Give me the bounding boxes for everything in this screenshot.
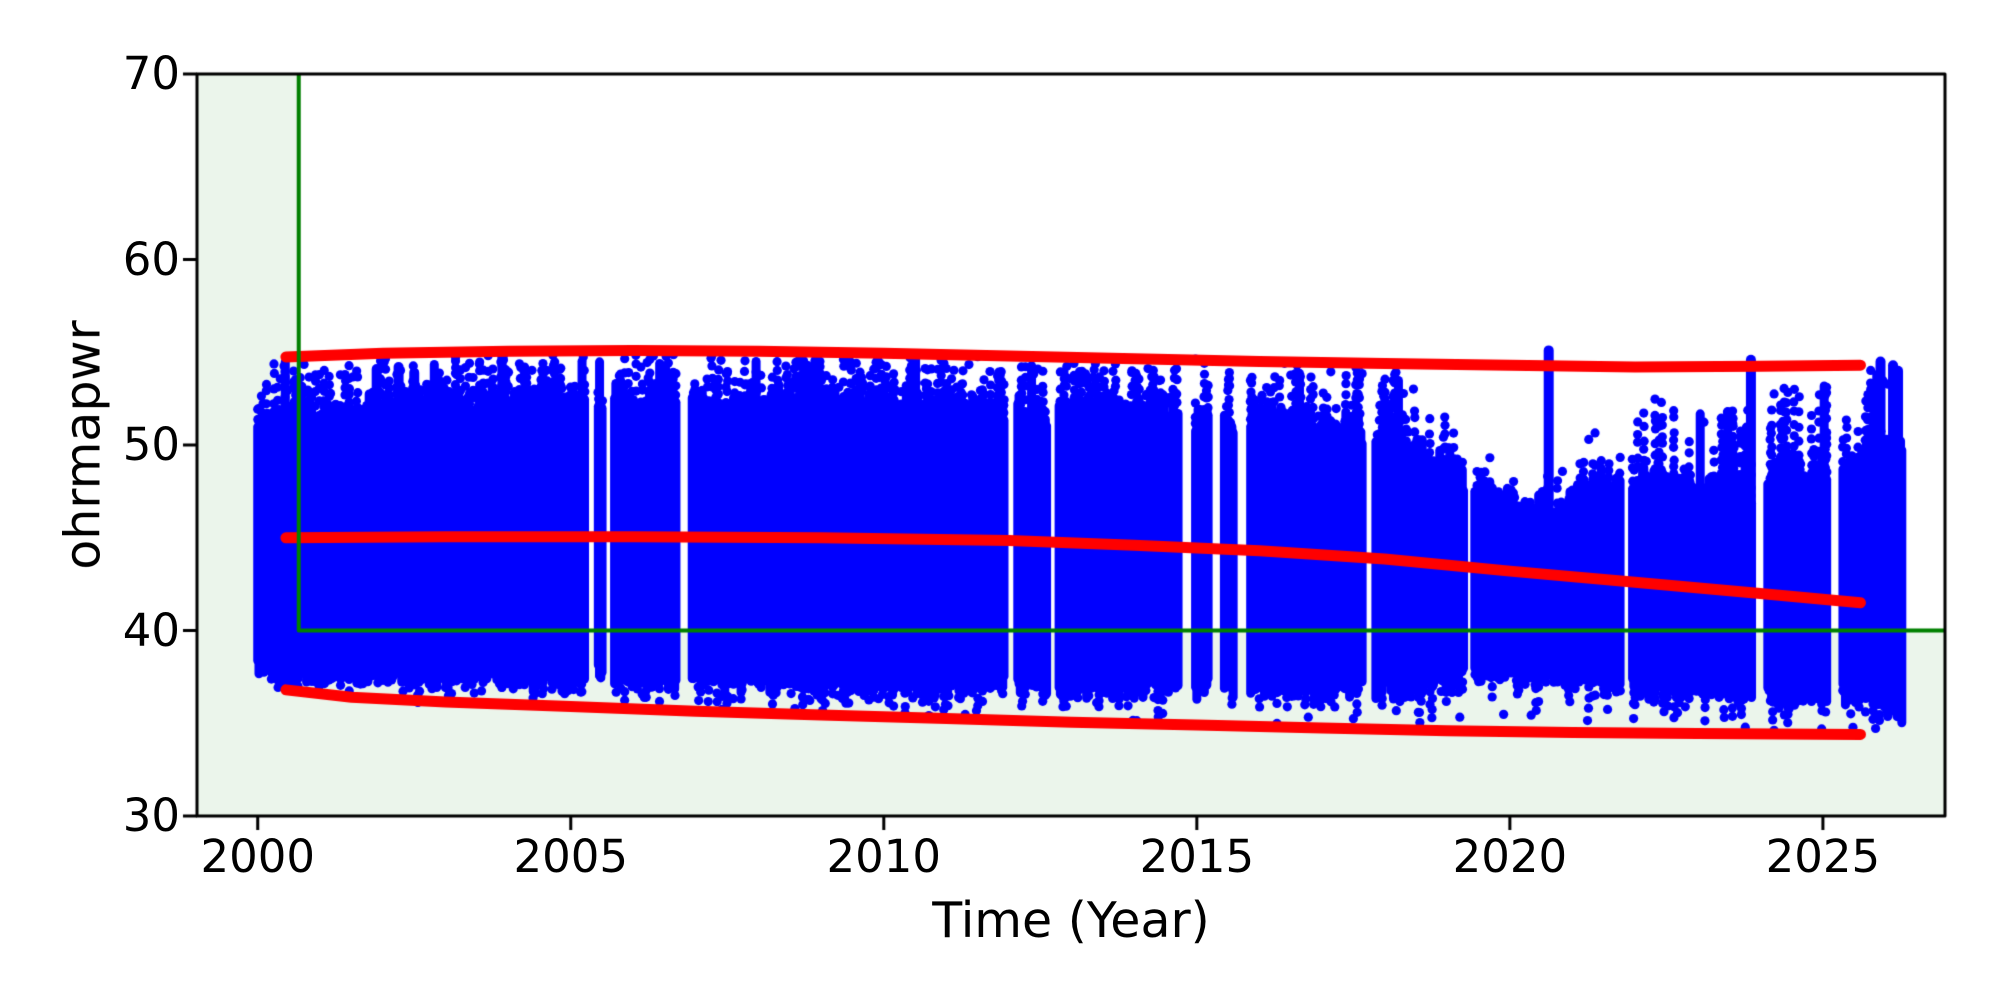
x-tick-label: 2010 (826, 830, 942, 883)
x-tick-label: 2020 (1452, 830, 1568, 883)
x-tick-label: 2000 (200, 830, 315, 883)
x-tick-label: 2025 (1765, 830, 1881, 883)
x-tick-label: 2005 (513, 830, 629, 883)
y-tick-label: 40 (122, 603, 180, 657)
x-axis-label: Time (Year) (932, 892, 1210, 949)
y-tick-label: 60 (122, 232, 180, 286)
x-tick-label: 2015 (1139, 830, 1255, 883)
y-tick-label: 50 (122, 418, 180, 471)
y-tick-label: 70 (122, 47, 180, 100)
y-tick-label: 30 (122, 789, 180, 842)
